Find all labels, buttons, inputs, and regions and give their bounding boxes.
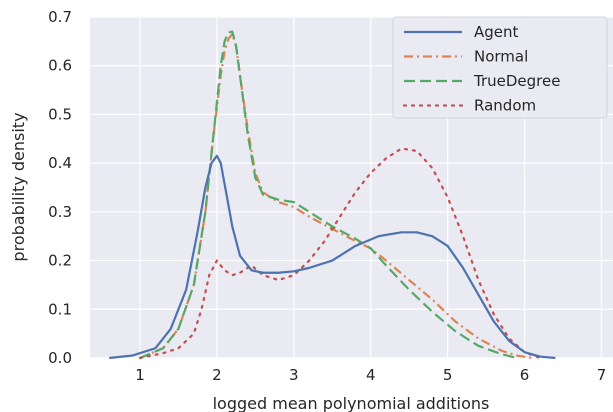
legend-label-agent: Agent bbox=[474, 23, 519, 41]
x-tick-label: 2 bbox=[212, 366, 222, 384]
x-tick-label: 5 bbox=[443, 366, 453, 384]
legend-box bbox=[392, 16, 608, 119]
legend-label-random: Random bbox=[474, 97, 536, 115]
x-tick-label: 4 bbox=[366, 366, 376, 384]
y-tick-label: 0.3 bbox=[48, 203, 72, 221]
x-tick-label: 6 bbox=[520, 366, 530, 384]
y-tick-label: 0.1 bbox=[48, 300, 72, 318]
legend: Agent Normal TrueDegree Random bbox=[392, 16, 608, 119]
y-tick-label: 0.0 bbox=[48, 349, 72, 367]
legend-label-truedegree: TrueDegree bbox=[473, 72, 560, 90]
legend-label-normal: Normal bbox=[474, 48, 528, 66]
y-tick-label: 0.7 bbox=[48, 8, 72, 26]
y-tick-label: 0.4 bbox=[48, 154, 72, 172]
series-layer bbox=[109, 30, 556, 360]
x-tick-label: 7 bbox=[597, 366, 607, 384]
y-axis-label: probability density bbox=[9, 112, 28, 261]
x-tick-label: 1 bbox=[135, 366, 145, 384]
x-ticks: 1 2 3 4 5 6 7 bbox=[135, 366, 606, 384]
x-tick-label: 3 bbox=[289, 366, 299, 384]
y-tick-label: 0.6 bbox=[48, 57, 72, 75]
y-ticks: 0.0 0.1 0.2 0.3 0.4 0.5 0.6 0.7 bbox=[48, 8, 72, 367]
series-line-agent bbox=[109, 154, 556, 360]
y-tick-label: 0.5 bbox=[48, 105, 72, 123]
grid bbox=[90, 16, 613, 359]
x-axis-label: logged mean polynomial additions bbox=[213, 394, 490, 412]
series-line-truedegree bbox=[139, 30, 518, 360]
y-tick-label: 0.2 bbox=[48, 252, 72, 270]
